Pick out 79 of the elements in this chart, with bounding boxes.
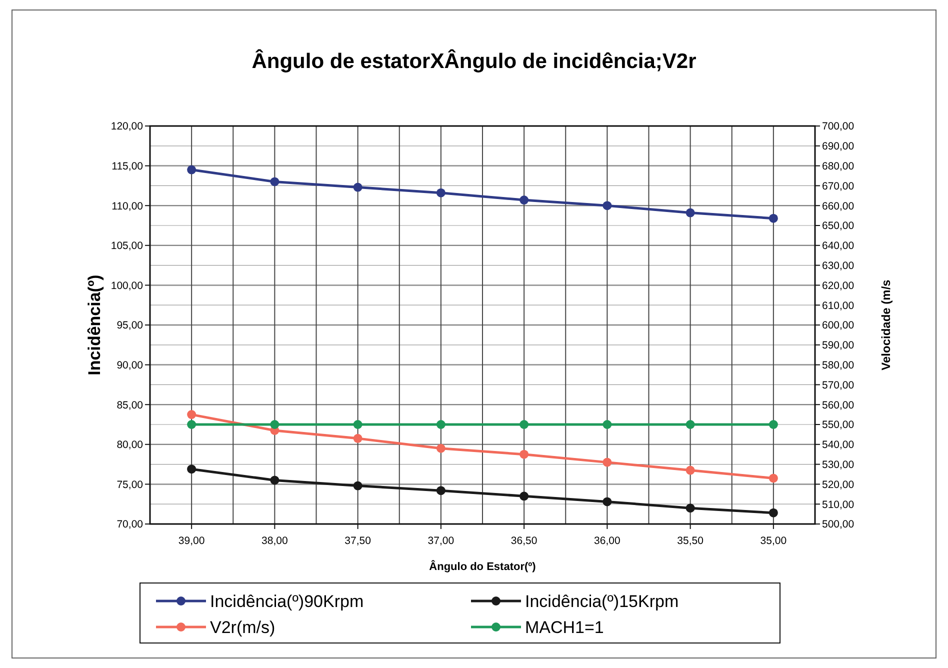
y2-tick-label: 680,00 [822,160,854,172]
y-tick-label: 120,00 [110,120,144,133]
x-tick-label: 37,50 [344,535,372,547]
x-tick-label: 39,00 [178,535,205,547]
x-tick-label: 35,00 [760,535,787,547]
y-tick-label: 90,00 [116,359,144,372]
legend-label: Incidência(º)15Krpm [525,592,679,611]
y2-axis-title: Velocidade (m/s [879,279,893,370]
point [602,201,612,210]
point [353,420,362,429]
point [436,188,446,198]
point [353,481,362,490]
x-tick-label: 37,00 [428,535,454,547]
point [436,420,446,429]
y-tick-label: 75,00 [116,478,144,491]
y2-tick-label: 580,00 [822,359,854,372]
y-tick-label: 95,00 [116,320,144,332]
y2-tick-label: 620,00 [822,280,854,292]
x-tick-label: 36,00 [594,535,620,547]
y2-tick-label: 610,00 [822,300,854,312]
point [353,182,362,192]
point [686,466,695,475]
legend-label: V2r(m/s) [210,618,276,637]
point [602,497,612,506]
point [602,458,612,467]
point [768,508,778,518]
y2-tick-label: 560,00 [822,399,854,412]
y2-tick-label: 540,00 [822,439,854,452]
point [436,444,446,453]
x-tick-label: 35,50 [677,535,704,547]
y-tick-label: 70,00 [116,518,144,531]
y2-tick-label: 520,00 [822,478,854,491]
y-tick-label: 115,00 [112,160,144,172]
y2-tick-label: 600,00 [822,320,854,332]
point [187,420,196,429]
y2-tick-label: 650,00 [822,220,854,232]
y2-tick-label: 630,00 [822,260,854,272]
chart-title: Ângulo de estatorXÂngulo de incidência;V2r [252,49,696,73]
y2-tick-label: 510,00 [822,498,854,511]
y-tick-label: 105,00 [110,240,144,252]
point [187,464,196,474]
y-tick-label: 100,00 [110,280,144,292]
point [353,434,362,443]
x-tick-label: 38,00 [262,535,288,547]
y-tick-label: 85,00 [116,399,144,412]
point [520,492,529,501]
point [520,420,529,429]
y-axis-title: Incidência(º) [85,274,104,376]
point [602,420,612,429]
y2-tick-label: 640,00 [822,240,854,252]
point [768,214,778,223]
point [270,177,280,186]
point [686,420,695,429]
x-axis-title: Ângulo do Estator(º) [429,560,536,573]
y2-tick-label: 590,00 [822,340,854,352]
point [768,474,778,483]
y-tick-label: 80,00 [116,439,144,452]
point [187,410,196,420]
point [686,504,695,513]
point [270,420,280,429]
y2-tick-label: 690,00 [822,140,854,153]
point [520,450,529,459]
y-tick-label: 110,00 [112,200,144,212]
y2-tick-label: 500,00 [822,518,854,531]
y2-tick-label: 660,00 [822,200,854,212]
point [187,165,196,174]
point [686,208,695,218]
y2-tick-label: 550,00 [822,419,854,432]
x-tick-label: 36,50 [510,535,538,547]
legend-label: MACH1=1 [525,618,604,637]
point [768,420,778,429]
y2-tick-label: 530,00 [822,458,854,471]
point [270,476,280,485]
point [436,486,446,496]
point [520,196,529,205]
y2-tick-label: 700,00 [822,120,854,133]
y2-tick-label: 570,00 [822,379,854,392]
y2-tick-label: 670,00 [822,180,854,192]
legend-label: Incidência(º)90Krpm [210,592,364,611]
